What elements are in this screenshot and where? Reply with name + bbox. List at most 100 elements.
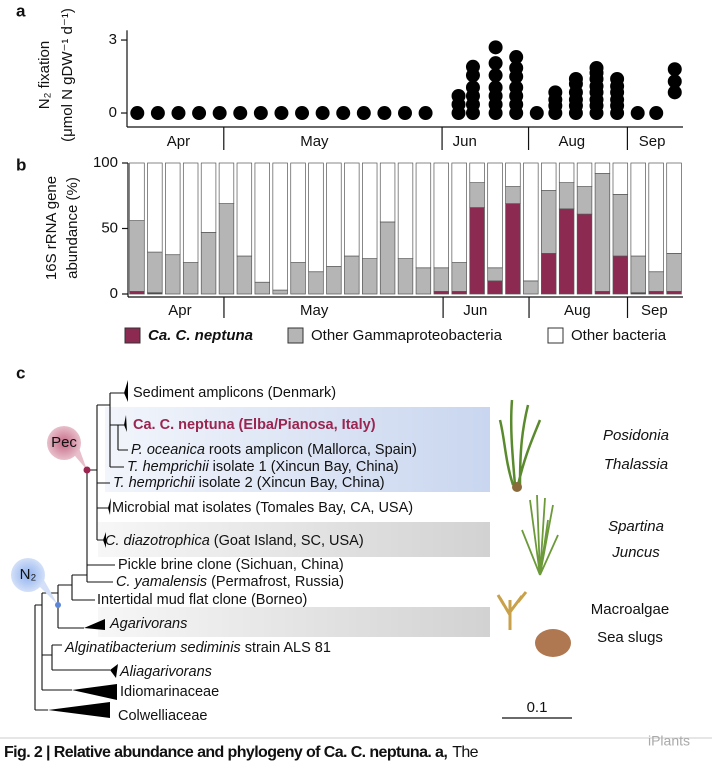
bar-segment	[541, 162, 557, 191]
bar-segment	[362, 162, 378, 259]
leaf-label: C. diazotrophica (Goat Island, SC, USA)	[105, 533, 364, 549]
bar-segment	[451, 162, 467, 263]
month-label: Jun	[453, 133, 477, 150]
data-point	[295, 106, 310, 121]
leaf-italic: Aliagarivorans	[119, 664, 212, 680]
caption-text: The	[452, 744, 478, 761]
bar-segment	[379, 162, 396, 223]
month-label: Aug	[558, 133, 585, 150]
y-axis-title: abundance (%)	[64, 177, 81, 279]
leaf-label: Aliagarivorans	[119, 664, 212, 680]
leaf-text: Sediment amplicons (Denmark)	[133, 385, 336, 401]
bar-segment	[576, 186, 593, 215]
bar-segment	[254, 162, 270, 283]
bar-segment	[200, 232, 217, 295]
sea-slug-icon	[535, 629, 571, 657]
data-point	[630, 106, 645, 121]
node-bubble	[47, 426, 81, 460]
y-tick-label: 0	[110, 285, 118, 302]
data-point	[233, 106, 248, 121]
data-point	[465, 80, 480, 95]
bar-segment	[415, 267, 432, 295]
bar-segment	[666, 291, 682, 295]
leaf-text: Pickle brine clone (Sichuan, China)	[118, 557, 344, 573]
bar-segment	[612, 162, 629, 195]
panel-letter: b	[16, 155, 26, 174]
leaf-italic: T. hemprichii	[113, 475, 195, 491]
month-label: Jun	[463, 302, 487, 319]
bar-segment	[433, 162, 449, 269]
data-point	[488, 80, 503, 95]
leaf-italic: Alginatibacterium sediminis	[64, 640, 241, 656]
habitat-label: Posidonia	[603, 427, 669, 444]
charts: 0 3 Apr May Jun Aug Sep N₂ fixation (μmol N gDW⁻…	[36, 8, 683, 344]
bar-segment	[558, 208, 575, 295]
leaf-label: P. oceanica roots amplicon (Mallorca, Spa…	[131, 442, 417, 458]
bar-segment	[379, 221, 396, 295]
leaf-text: Intertidal mud flat clone (Borneo)	[97, 592, 307, 608]
bar-segment	[648, 162, 664, 273]
bar-segment	[362, 258, 378, 295]
data-point	[488, 68, 503, 83]
legend-label: Other Gammaproteobacteria	[311, 327, 503, 344]
bar-segment	[648, 291, 664, 295]
bar-segment	[666, 253, 682, 292]
month-label: Apr	[167, 133, 190, 150]
bar-segment	[541, 253, 557, 295]
legend-swatch	[287, 327, 304, 344]
leaf-italic: T. hemprichii	[127, 459, 209, 475]
bar-segment	[236, 255, 253, 295]
data-point	[377, 106, 392, 121]
bar-segment	[469, 162, 485, 183]
algae-icon	[496, 591, 528, 630]
node-dot	[83, 466, 91, 474]
data-point	[509, 80, 524, 95]
bar-segment	[666, 162, 682, 254]
month-label: Sep	[641, 302, 668, 319]
bar-segment	[505, 162, 521, 187]
y-axis-title: (μmol N gDW⁻¹ d⁻¹)	[59, 8, 76, 142]
watermark: iPlants	[648, 733, 690, 749]
data-point	[336, 106, 351, 121]
panel-letter: c	[16, 363, 25, 382]
leaf-labels: Sediment amplicons (Denmark) Ca. C. neptu…	[64, 385, 417, 724]
leaf-label: T. hemprichii isolate 2 (Xincun Bay, Chin…	[113, 475, 385, 491]
bar-segment	[451, 291, 467, 295]
data-point	[192, 106, 207, 121]
data-point	[589, 61, 604, 76]
panel-letter: a	[16, 1, 26, 20]
bar-segment	[487, 280, 503, 295]
bar-segment	[218, 203, 235, 295]
leaf-text: isolate 1 (Xincun Bay, China)	[213, 459, 399, 475]
legend-swatch	[547, 327, 564, 344]
bar-segment	[326, 266, 342, 295]
data-point	[253, 106, 268, 121]
month-label: May	[300, 302, 329, 319]
month-label: May	[300, 133, 329, 150]
bar-segment	[505, 186, 521, 204]
data-point	[212, 106, 227, 121]
bar-segment	[129, 291, 145, 295]
scale-bar-label: 0.1	[527, 699, 548, 716]
bar-segment	[200, 162, 217, 233]
node-label: Pec	[51, 434, 77, 451]
data-point	[315, 106, 330, 121]
habitat-label: Sea slugs	[597, 629, 663, 646]
data-point	[488, 56, 503, 71]
y-tick-label: 3	[109, 31, 117, 48]
month-label: Sep	[639, 133, 666, 150]
leaf-label: Agarivorans	[109, 616, 187, 632]
y-tick-label: 50	[101, 219, 118, 236]
leaf-text: Colwelliaceae	[118, 708, 207, 724]
bar-segment	[254, 281, 270, 295]
bar-segment	[594, 173, 611, 292]
bar-segment	[272, 289, 288, 295]
bar-segment	[558, 182, 575, 210]
leaf-label: C. yamalensis (Permafrost, Russia)	[116, 574, 344, 590]
bar-segment	[397, 258, 414, 295]
data-point	[568, 71, 583, 86]
caption-bold: Fig. 2 | Relative abundance and phylogen…	[4, 744, 447, 761]
bar-segment	[541, 190, 557, 254]
bar-segment	[630, 255, 646, 294]
habitat-label: Juncus	[611, 544, 660, 561]
